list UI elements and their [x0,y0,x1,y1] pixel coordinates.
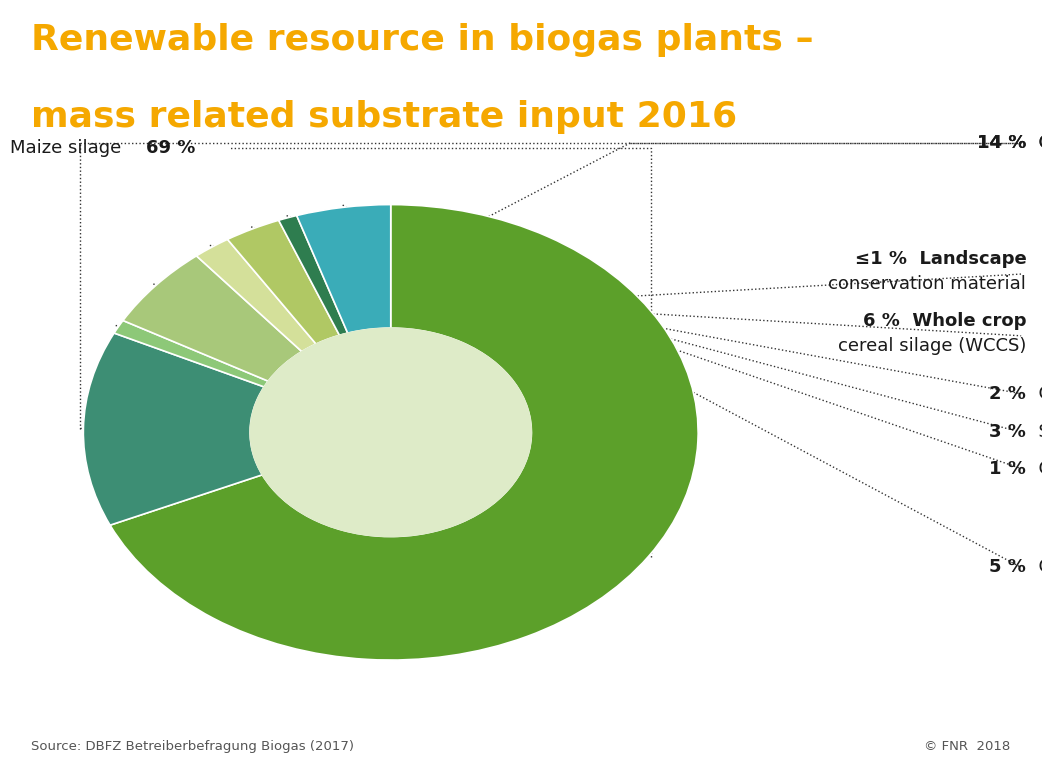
Text: Renewable resource in biogas plants –: Renewable resource in biogas plants – [31,23,814,57]
Wedge shape [110,205,698,660]
Text: Grass silage: Grass silage [1027,134,1042,152]
Wedge shape [123,256,302,381]
Wedge shape [227,220,340,344]
Text: ≤1 %  Landscape: ≤1 % Landscape [854,250,1026,268]
Text: Maize silage: Maize silage [10,139,122,157]
Text: cereal silage (WCCS): cereal silage (WCCS) [838,337,1026,355]
Text: 2 %: 2 % [990,384,1026,403]
Wedge shape [83,333,264,525]
Text: conservation material: conservation material [828,276,1026,293]
Text: 6 %  Whole crop: 6 % Whole crop [863,312,1026,330]
Text: 1 %: 1 % [990,459,1026,478]
Text: Grain: Grain [1027,384,1042,403]
Text: Catch crops: Catch crops [1027,459,1042,478]
Text: 14 %: 14 % [977,134,1026,152]
Text: mass related substrate input 2016: mass related substrate input 2016 [31,100,738,134]
Text: Sugar beets: Sugar beets [1027,423,1042,442]
Text: Source: DBFZ Betreiberbefragung Biogas (2017): Source: DBFZ Betreiberbefragung Biogas (… [31,740,354,753]
Text: © FNR  2018: © FNR 2018 [924,740,1011,753]
Wedge shape [278,215,348,335]
Text: 5 %: 5 % [990,558,1026,577]
Circle shape [250,328,531,537]
Text: Grass silage: Grass silage [1027,134,1042,152]
Wedge shape [197,239,316,351]
Text: Other: Other [1027,558,1042,577]
Text: 69 %: 69 % [146,139,195,157]
Wedge shape [114,320,268,387]
Text: 14 %: 14 % [977,134,1026,152]
Text: 3 %: 3 % [990,423,1026,442]
Wedge shape [297,205,391,333]
